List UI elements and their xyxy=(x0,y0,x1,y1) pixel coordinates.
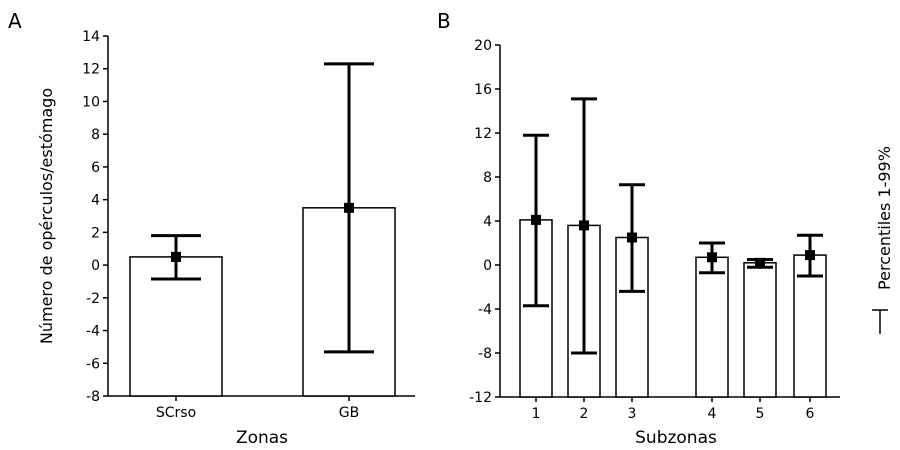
y-tick-label: -12 xyxy=(469,390,492,406)
y-tick-label: 2 xyxy=(91,225,100,241)
mean-marker xyxy=(344,202,354,213)
x-tick-label: 1 xyxy=(532,406,541,422)
y-tick-label: 12 xyxy=(82,62,100,78)
y-tick-label: 6 xyxy=(91,160,100,176)
y-tick-label: -4 xyxy=(86,324,100,340)
panel-letter: B xyxy=(437,9,451,33)
y-tick-label: -6 xyxy=(86,356,100,372)
y-tick-label: -8 xyxy=(478,346,492,362)
y-tick-label: -8 xyxy=(86,389,100,405)
panel-a: A 14 12 10 8 6 4 2 0 -2 -4 -6 -8 SCrso GB Zonas Número d… xyxy=(8,9,415,448)
y-tick-label: 0 xyxy=(91,258,100,274)
y-tick-label: 4 xyxy=(483,214,492,230)
legend-label: Percentiles 1-99% xyxy=(875,146,894,290)
y-axis-title: Número de opérculos/estómago xyxy=(37,88,56,344)
y-tick-label: 20 xyxy=(474,38,492,54)
x-tick-label: 3 xyxy=(628,406,637,422)
bar xyxy=(695,256,729,398)
y-tick-label: 8 xyxy=(91,127,100,143)
panel-letter: A xyxy=(8,9,22,33)
mean-marker xyxy=(805,250,815,261)
mean-marker xyxy=(707,252,717,263)
y-tick-label: -4 xyxy=(478,302,492,318)
y-tick-label: 0 xyxy=(483,258,492,274)
x-axis-title: Zonas xyxy=(236,428,288,448)
y-tick-label: 16 xyxy=(474,82,492,98)
x-tick-label: 4 xyxy=(708,406,717,422)
y-tick-label: 8 xyxy=(483,170,492,186)
mean-marker xyxy=(627,232,637,243)
x-axis-title: Subzonas xyxy=(635,428,717,448)
bar xyxy=(743,262,777,398)
x-tick-label: GB xyxy=(339,405,359,421)
y-tick-label: 4 xyxy=(91,193,100,209)
y-tick-label: 12 xyxy=(474,126,492,142)
x-tick-label: 2 xyxy=(580,406,589,422)
mean-marker xyxy=(579,220,589,231)
x-tick-label: 5 xyxy=(756,406,765,422)
mean-marker xyxy=(171,251,181,262)
mean-marker xyxy=(531,214,541,225)
x-tick-label: SCrso xyxy=(156,405,196,421)
legend: Percentiles 1-99% xyxy=(872,146,894,334)
y-tick-label: 10 xyxy=(82,94,100,110)
y-tick-label: -2 xyxy=(86,291,100,307)
bar xyxy=(793,254,827,398)
x-tick-label: 6 xyxy=(806,406,815,422)
y-tick-label: 14 xyxy=(82,29,100,45)
mean-marker xyxy=(755,257,765,268)
